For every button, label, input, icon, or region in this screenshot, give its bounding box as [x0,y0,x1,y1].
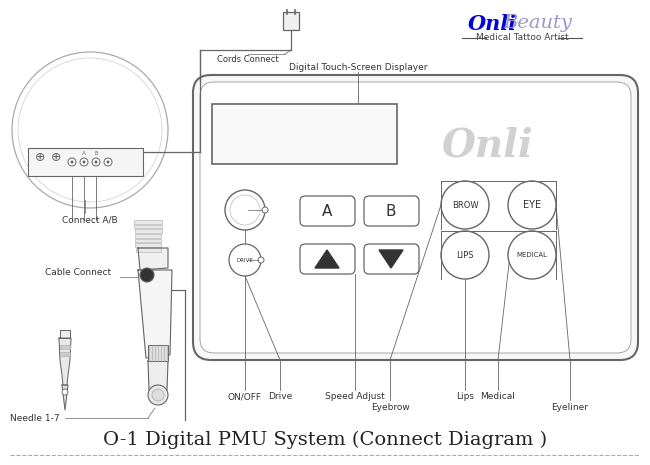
Bar [60,345,70,349]
Polygon shape [138,248,168,270]
Circle shape [62,389,68,395]
Circle shape [441,181,489,229]
Text: Speed Adjust: Speed Adjust [325,392,385,401]
Circle shape [80,158,88,166]
Circle shape [230,195,260,225]
Circle shape [262,207,268,213]
Bar [135,239,161,242]
Text: BROW: BROW [452,200,478,210]
Text: Onli: Onli [468,14,517,34]
Circle shape [18,58,162,202]
Bar [60,330,70,338]
Circle shape [229,244,261,276]
Text: Cable Connect: Cable Connect [45,268,111,277]
Circle shape [148,385,168,405]
Circle shape [68,158,76,166]
Bar [60,352,70,356]
Polygon shape [59,338,71,385]
Bar [135,234,161,238]
Circle shape [107,160,109,164]
Circle shape [92,158,100,166]
Text: EYE: EYE [523,200,541,210]
Polygon shape [62,385,68,410]
Text: DRIVE: DRIVE [237,258,254,263]
Text: B: B [94,151,98,155]
Polygon shape [379,250,403,268]
FancyBboxPatch shape [200,82,631,353]
Text: MEDICAL: MEDICAL [517,252,547,258]
Text: B: B [385,204,396,219]
Bar [135,225,162,228]
Bar [212,104,397,164]
FancyBboxPatch shape [364,244,419,274]
FancyBboxPatch shape [300,244,355,274]
Circle shape [508,231,556,279]
Bar [135,243,161,247]
Text: Eyebrow: Eyebrow [370,403,410,412]
Text: ON/OFF: ON/OFF [228,392,262,401]
Circle shape [140,268,154,282]
Circle shape [104,158,112,166]
Polygon shape [138,270,172,358]
Circle shape [258,257,264,263]
Circle shape [508,181,556,229]
Bar [135,229,161,233]
Bar [28,148,143,176]
Text: A: A [322,204,332,219]
Bar [135,248,161,252]
FancyBboxPatch shape [300,196,355,226]
Text: Eyeliner: Eyeliner [551,403,588,412]
Text: Onli: Onli [442,126,534,164]
FancyBboxPatch shape [193,75,638,360]
Bar [148,345,168,361]
FancyBboxPatch shape [364,196,419,226]
Bar [134,220,162,224]
Text: ⊕: ⊕ [51,151,61,164]
Text: Drive: Drive [268,392,292,401]
Circle shape [83,160,86,164]
Text: Beauty: Beauty [503,14,572,32]
Circle shape [94,160,98,164]
Circle shape [12,52,168,208]
Text: Lips: Lips [456,392,474,401]
Text: Digital Touch-Screen Displayer: Digital Touch-Screen Displayer [289,63,427,72]
Circle shape [225,190,265,230]
Text: Cords Connect: Cords Connect [217,55,279,64]
Circle shape [152,389,164,401]
Text: O-1 Digital PMU System (Connect Diagram ): O-1 Digital PMU System (Connect Diagram … [103,431,547,449]
Text: LIPS: LIPS [456,251,474,259]
Text: Connect A/B: Connect A/B [62,215,118,224]
Circle shape [441,231,489,279]
Polygon shape [148,361,168,390]
Text: Medical Tattoo Artist: Medical Tattoo Artist [476,33,568,42]
Text: A: A [82,151,86,155]
Text: ⊕: ⊕ [34,151,46,164]
Circle shape [70,160,73,164]
Bar [283,12,299,30]
Text: Medical: Medical [480,392,515,401]
Text: Needle 1-7: Needle 1-7 [10,413,60,423]
Polygon shape [315,250,339,268]
